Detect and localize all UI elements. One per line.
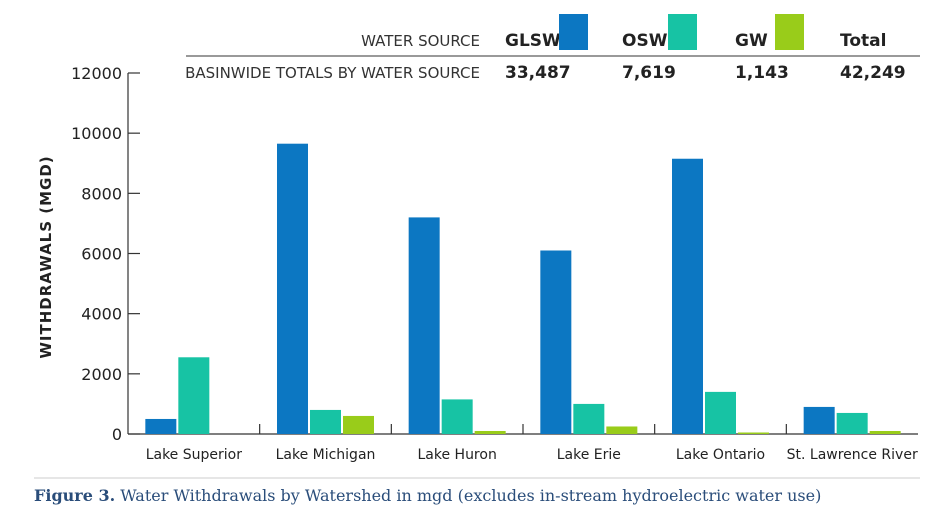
- axes: 0 2000 4000 6000 8000 10000 12000: [71, 64, 918, 444]
- y-tick-label: 4000: [81, 305, 122, 324]
- y-tick-label: 2000: [81, 365, 122, 384]
- x-tick-label: Lake Ontario: [676, 447, 765, 463]
- bar-osw-lake-ontario: [705, 391, 736, 434]
- bar-glsw-lake-erie: [540, 250, 572, 434]
- legend-name-osw: OSW: [622, 31, 668, 51]
- y-axis-title: WITHDRAWALS (MGD): [37, 155, 55, 358]
- x-tick-label: Lake Erie: [557, 447, 621, 463]
- bar-glsw-st-lawrence-river: [803, 406, 835, 434]
- bar-gw-lake-ontario: [738, 432, 769, 434]
- bar-osw-lake-huron: [441, 399, 473, 434]
- bar-gw-lake-huron: [474, 430, 506, 434]
- legend-name-glsw: GLSW: [505, 31, 561, 51]
- legend-total-value: 42,249: [840, 63, 906, 83]
- bar-gw-lake-michigan: [343, 415, 374, 434]
- bars: [145, 143, 901, 435]
- figure-label: Figure 3.: [34, 486, 116, 505]
- x-tick-labels: Lake Superior Lake Michigan Lake Huron Lake…: [146, 447, 918, 463]
- legend-table: WATER SOURCE BASINWIDE TOTALS BY WATER S…: [185, 14, 920, 83]
- y-tick-label: 0: [112, 425, 122, 444]
- bar-gw-st-lawrence-river: [869, 430, 901, 434]
- legend-name-gw: GW: [735, 31, 768, 51]
- y-tick-label: 10000: [71, 124, 122, 143]
- bar-osw-lake-erie: [573, 403, 605, 434]
- bar-gw-lake-erie: [606, 426, 638, 434]
- x-tick-label: Lake Huron: [417, 447, 496, 463]
- x-tick-label: Lake Michigan: [276, 447, 376, 463]
- y-tick-label: 6000: [81, 245, 122, 264]
- bar-glsw-lake-huron: [408, 217, 440, 434]
- bar-glsw-lake-superior: [145, 418, 177, 434]
- y-tick-label: 8000: [81, 184, 122, 203]
- y-tick-label: 12000: [71, 64, 122, 83]
- legend-swatch-gw: [775, 14, 804, 50]
- figure-caption: Figure 3. Water Withdrawals by Watershed…: [34, 486, 934, 505]
- legend-total-gw: 1,143: [735, 63, 789, 83]
- x-tick-label: St. Lawrence River: [787, 447, 918, 463]
- legend-total-osw: 7,619: [622, 63, 676, 83]
- legend-total-header: Total: [840, 31, 886, 51]
- figure-caption-text: Water Withdrawals by Watershed in mgd (e…: [120, 486, 822, 505]
- bar-glsw-lake-michigan: [277, 143, 308, 434]
- legend-swatch-glsw: [559, 14, 588, 50]
- legend-row1-label: WATER SOURCE: [361, 32, 480, 50]
- legend-row2-label: BASINWIDE TOTALS BY WATER SOURCE: [185, 64, 480, 82]
- x-tick-label: Lake Superior: [146, 447, 243, 463]
- bar-osw-lake-superior: [178, 357, 210, 434]
- bar-glsw-lake-ontario: [672, 158, 703, 435]
- legend-total-glsw: 33,487: [505, 63, 571, 83]
- legend-swatch-osw: [668, 14, 697, 50]
- bar-osw-st-lawrence-river: [836, 412, 868, 434]
- bar-osw-lake-michigan: [310, 409, 341, 434]
